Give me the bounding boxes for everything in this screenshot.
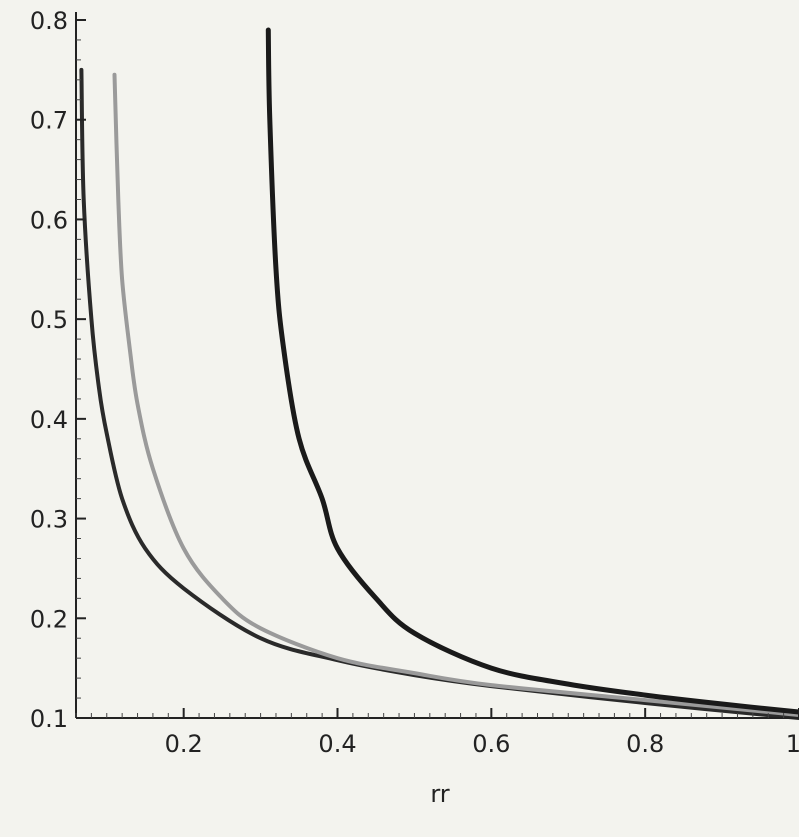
y-tick-label: 0.8: [30, 7, 68, 35]
y-tick-label: 0.4: [30, 406, 68, 434]
y-tick-label: 0.2: [30, 605, 68, 633]
x-tick-label: 0.4: [318, 730, 356, 758]
series-line-2: [112, 72, 799, 717]
y-tick-label: 0.5: [30, 306, 68, 334]
x-tick-label: 0.8: [626, 730, 664, 758]
y-tick-label: 0.7: [30, 107, 68, 135]
series-line-3: [265, 27, 799, 715]
y-tick-label: 0.3: [30, 506, 68, 534]
y-tick-label: 0.1: [30, 705, 68, 733]
x-tick-label: 0.6: [472, 730, 510, 758]
series-layer: [79, 27, 799, 720]
x-tick-label: 0.2: [165, 730, 203, 758]
x-axis-title: rr: [430, 780, 449, 808]
x-tick-label: 1: [786, 730, 799, 758]
axes-layer: 0.1 0.2 0.3 0.4 0.5 0.6 0.7 0.8 0.2 0.4 0.6 0.8 1: [30, 7, 799, 758]
y-tick-label: 0.6: [30, 206, 68, 234]
